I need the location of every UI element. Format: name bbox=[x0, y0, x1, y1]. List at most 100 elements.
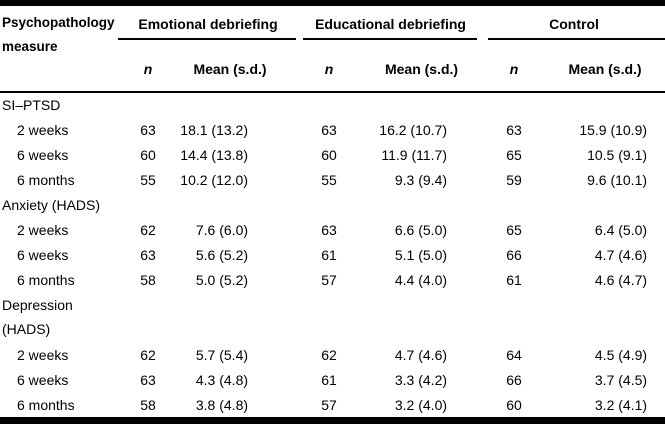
group-header-row: Psychopathology measure Emotional debrie… bbox=[0, 6, 665, 93]
cell-educational-n: 55 bbox=[321, 171, 337, 188]
table-row: 6 weeks 63 5.6 (5.2) 61 5.1 (5.0) 66 4.7… bbox=[0, 242, 665, 267]
cell-control-n: 61 bbox=[506, 271, 522, 288]
section-label: Depression (HADS) bbox=[2, 297, 73, 337]
cell-educational-n: 63 bbox=[321, 221, 337, 238]
row-label: 6 weeks bbox=[17, 146, 69, 163]
subheader-educational-n: n bbox=[298, 40, 361, 93]
cell-emotional-n: 58 bbox=[140, 271, 156, 288]
measure-column-header: Psychopathology measure bbox=[0, 6, 118, 93]
row-label: 6 months bbox=[17, 396, 75, 413]
group-label-educational: Educational debriefing bbox=[315, 16, 466, 32]
cell-emotional-mean: 5.7 (5.4) bbox=[195, 346, 249, 363]
cell-educational-n: 57 bbox=[321, 396, 337, 413]
cell-emotional-mean: 5.0 (5.2) bbox=[195, 271, 249, 288]
cell-emotional-n: 55 bbox=[140, 171, 156, 188]
cell-control-mean: 9.6 (10.1) bbox=[587, 171, 648, 188]
group-header-emotional: Emotional debriefing bbox=[118, 6, 298, 40]
subheader-row: n Mean (s.d.) n Mean (s.d.) n Mean (s.d.… bbox=[0, 40, 665, 93]
cell-control-n: 60 bbox=[506, 396, 522, 413]
cell-control-mean: 6.4 (5.0) bbox=[594, 221, 648, 238]
cell-control-n: 59 bbox=[506, 171, 522, 188]
group-header-control: Control bbox=[483, 6, 665, 40]
cell-emotional-mean: 7.6 (6.0) bbox=[195, 221, 249, 238]
section-row-si-ptsd: SI–PTSD bbox=[0, 92, 665, 117]
cell-emotional-mean: 4.3 (4.8) bbox=[195, 371, 249, 388]
table-row: 6 months 58 3.8 (4.8) 57 3.2 (4.0) 60 3.… bbox=[0, 392, 665, 417]
table-header: Psychopathology measure Emotional debrie… bbox=[0, 6, 665, 93]
section-row-depression: Depression (HADS) bbox=[0, 292, 665, 342]
row-label: 6 weeks bbox=[17, 371, 69, 388]
cell-educational-n: 61 bbox=[321, 246, 337, 263]
table-row: 2 weeks 62 5.7 (5.4) 62 4.7 (4.6) 64 4.5… bbox=[0, 342, 665, 367]
cell-emotional-n: 63 bbox=[140, 121, 156, 138]
cell-control-n: 66 bbox=[506, 246, 522, 263]
table-row: 2 weeks 63 18.1 (13.2) 63 16.2 (10.7) 63… bbox=[0, 117, 665, 142]
cell-emotional-mean: 3.8 (4.8) bbox=[195, 396, 249, 413]
subheader-emotional-n: n bbox=[118, 40, 178, 93]
cell-educational-mean: 11.9 (11.7) bbox=[381, 146, 448, 163]
cell-control-n: 66 bbox=[506, 371, 522, 388]
cell-educational-mean: 4.4 (4.0) bbox=[394, 271, 448, 288]
cell-educational-mean: 16.2 (10.7) bbox=[379, 121, 448, 138]
cell-emotional-mean: 5.6 (5.2) bbox=[195, 246, 249, 263]
group-label-control: Control bbox=[549, 16, 599, 32]
cell-educational-mean: 3.2 (4.0) bbox=[394, 396, 448, 413]
cell-educational-n: 61 bbox=[321, 371, 337, 388]
row-label: 6 months bbox=[17, 271, 75, 288]
row-label: 6 months bbox=[17, 171, 75, 188]
section-label: SI–PTSD bbox=[2, 97, 61, 113]
cell-emotional-mean: 18.1 (13.2) bbox=[180, 121, 249, 138]
cell-control-mean: 4.5 (4.9) bbox=[594, 346, 648, 363]
table-row: 6 months 55 10.2 (12.0) 55 9.3 (9.4) 59 … bbox=[0, 167, 665, 192]
cell-control-n: 65 bbox=[506, 221, 522, 238]
psychopathology-table: Psychopathology measure Emotional debrie… bbox=[0, 6, 665, 417]
cell-control-n: 64 bbox=[506, 346, 522, 363]
table-row: 6 months 58 5.0 (5.2) 57 4.4 (4.0) 61 4.… bbox=[0, 267, 665, 292]
cell-control-mean: 3.2 (4.1) bbox=[594, 396, 648, 413]
cell-emotional-n: 63 bbox=[140, 371, 156, 388]
cell-control-mean: 3.7 (4.5) bbox=[594, 371, 648, 388]
table-row: 6 weeks 63 4.3 (4.8) 61 3.3 (4.2) 66 3.7… bbox=[0, 367, 665, 392]
cell-educational-mean: 9.3 (9.4) bbox=[394, 171, 448, 188]
cell-educational-n: 57 bbox=[321, 271, 337, 288]
cell-control-n: 63 bbox=[506, 121, 522, 138]
table-row: 6 weeks 60 14.4 (13.8) 60 11.9 (11.7) 65… bbox=[0, 142, 665, 167]
cell-educational-n: 63 bbox=[321, 121, 337, 138]
cell-emotional-n: 63 bbox=[140, 246, 156, 263]
row-label: 2 weeks bbox=[17, 121, 69, 138]
cell-control-mean: 4.6 (4.7) bbox=[594, 271, 648, 288]
cell-control-mean: 10.5 (9.1) bbox=[587, 146, 648, 163]
table-row: 2 weeks 62 7.6 (6.0) 63 6.6 (5.0) 65 6.4… bbox=[0, 217, 665, 242]
cell-educational-mean: 5.1 (5.0) bbox=[394, 246, 448, 263]
cell-control-mean: 15.9 (10.9) bbox=[579, 121, 648, 138]
section-label: Anxiety (HADS) bbox=[2, 196, 101, 213]
subheader-emotional-mean: Mean (s.d.) bbox=[178, 40, 299, 93]
cell-emotional-n: 62 bbox=[140, 221, 156, 238]
cell-emotional-mean: 14.4 (13.8) bbox=[180, 146, 249, 163]
group-label-emotional: Emotional debriefing bbox=[138, 16, 278, 32]
row-label: 2 weeks bbox=[17, 346, 69, 363]
cell-educational-mean: 3.3 (4.2) bbox=[394, 371, 448, 388]
group-rule-emotional bbox=[118, 38, 297, 40]
cell-control-n: 65 bbox=[506, 146, 522, 163]
group-header-educational: Educational debriefing bbox=[298, 6, 483, 40]
section-row-anxiety: Anxiety (HADS) bbox=[0, 192, 665, 217]
cell-emotional-n: 60 bbox=[140, 146, 156, 163]
subheader-educational-mean: Mean (s.d.) bbox=[360, 40, 484, 93]
cell-emotional-n: 58 bbox=[140, 396, 156, 413]
table-body: SI–PTSD 2 weeks 63 18.1 (13.2) 63 16.2 (… bbox=[0, 92, 665, 417]
row-label: 2 weeks bbox=[17, 221, 69, 238]
cell-educational-n: 62 bbox=[321, 346, 337, 363]
group-rule-control bbox=[488, 38, 665, 40]
subheader-control-n: n bbox=[483, 40, 546, 93]
cell-educational-n: 60 bbox=[321, 146, 337, 163]
group-rule-educational bbox=[303, 38, 478, 40]
cell-educational-mean: 4.7 (4.6) bbox=[394, 346, 448, 363]
cell-emotional-mean: 10.2 (12.0) bbox=[180, 171, 249, 188]
cell-control-mean: 4.7 (4.6) bbox=[594, 246, 648, 263]
subheader-control-mean: Mean (s.d.) bbox=[545, 40, 665, 93]
cell-emotional-n: 62 bbox=[140, 346, 156, 363]
row-label: 6 weeks bbox=[17, 246, 69, 263]
